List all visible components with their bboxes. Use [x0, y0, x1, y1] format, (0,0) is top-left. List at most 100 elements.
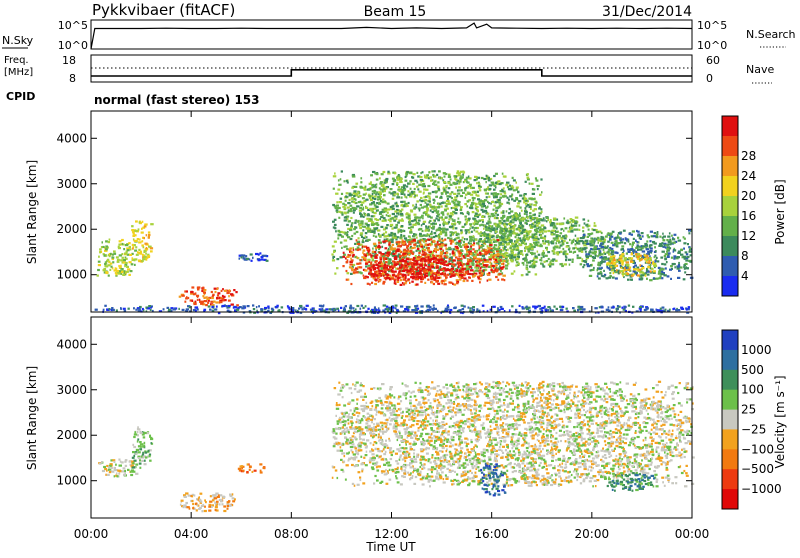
power-data-cell	[620, 249, 622, 251]
power-data-cell	[109, 239, 111, 241]
power-data-cell	[453, 284, 456, 286]
power-data-cell	[603, 256, 607, 258]
power-data-cell	[647, 266, 649, 268]
power-data-cell	[341, 236, 344, 238]
power-data-cell	[488, 179, 491, 181]
power-data-cell	[560, 251, 562, 253]
power-data-cell	[461, 277, 464, 279]
power-data-cell	[559, 263, 562, 265]
power-data-cell	[360, 259, 362, 261]
power-data-cell	[482, 305, 485, 307]
power-data-cell	[130, 248, 132, 250]
power-data-cell	[606, 277, 609, 279]
power-data-cell	[424, 282, 426, 284]
power-data-cell	[587, 233, 590, 235]
power-data-cell	[475, 213, 478, 215]
power-data-cell	[219, 301, 221, 303]
power-data-cell	[565, 259, 567, 261]
power-data-cell	[409, 237, 411, 239]
power-data-cell	[518, 237, 520, 239]
power-data-cell	[371, 184, 374, 186]
power-data-cell	[416, 200, 419, 202]
power-data-cell	[498, 183, 501, 185]
power-data-cell	[441, 177, 443, 179]
power-data-cell	[434, 278, 437, 280]
power-data-cell	[333, 175, 337, 177]
power-data-cell	[609, 272, 611, 274]
power-data-cell	[416, 245, 418, 247]
power-data-cell	[378, 233, 380, 235]
power-data-cell	[623, 250, 625, 252]
power-data-cell	[475, 194, 477, 196]
power-data-cell	[540, 263, 543, 265]
power-data-cell	[378, 242, 380, 244]
power-data-cell	[483, 235, 485, 237]
power-data-cell	[534, 217, 537, 219]
power-data-cell	[391, 241, 394, 243]
power-data-cell	[362, 197, 365, 199]
power-data-cell	[428, 221, 430, 223]
power-data-cell	[650, 270, 652, 272]
power-data-cell	[501, 308, 504, 310]
power-data-cell	[206, 298, 210, 300]
power-data-cell	[575, 217, 579, 219]
power-data-cell	[505, 267, 508, 269]
power-data-cell	[509, 185, 511, 187]
power-data-cell	[359, 266, 362, 268]
power-data-cell	[424, 175, 426, 177]
power-data-cell	[371, 215, 374, 217]
power-data-cell	[458, 254, 461, 256]
power-data-cell	[470, 250, 472, 252]
power-data-cell	[132, 248, 134, 250]
power-data-cell	[642, 245, 645, 247]
power-data-cell	[601, 238, 604, 240]
power-data-cell	[655, 278, 658, 280]
power-data-cell	[609, 239, 612, 241]
power-data-cell	[473, 235, 475, 237]
power-data-cell	[503, 263, 505, 265]
power-data-cell	[590, 248, 592, 250]
power-data-cell	[391, 246, 393, 248]
power-data-cell	[361, 256, 364, 258]
power-data-cell	[458, 266, 460, 268]
power-data-cell	[552, 241, 554, 243]
power-data-cell	[678, 240, 682, 242]
power-data-cell	[526, 205, 528, 207]
power-data-cell	[379, 256, 382, 258]
power-data-cell	[506, 220, 509, 222]
power-data-cell	[494, 217, 496, 219]
power-data-cell	[661, 273, 664, 275]
power-data-cell	[635, 251, 637, 253]
power-data-cell	[600, 271, 602, 273]
power-data-cell	[378, 281, 380, 283]
power-data-cell	[349, 194, 352, 196]
power-data-cell	[413, 257, 416, 259]
power-data-cell	[650, 247, 653, 249]
power-data-cell	[122, 268, 124, 270]
power-data-cell	[376, 179, 379, 181]
power-data-cell	[371, 223, 373, 225]
power-data-cell	[132, 257, 134, 259]
power-data-cell	[220, 301, 222, 303]
power-data-cell	[211, 291, 213, 293]
power-data-cell	[470, 239, 472, 241]
power-data-cell	[398, 186, 400, 188]
power-data-cell	[431, 266, 434, 268]
power-data-cell	[493, 256, 495, 258]
power-data-cell	[432, 211, 435, 213]
power-data-cell	[621, 307, 623, 309]
power-data-cell	[148, 236, 150, 238]
power-data-cell	[640, 236, 642, 238]
power-data-cell	[628, 251, 631, 253]
power-data-cell	[352, 269, 354, 271]
power-data-cell	[458, 240, 461, 242]
power-data-cell	[356, 205, 360, 207]
power-data-cell	[478, 232, 480, 234]
power-data-cell	[470, 253, 473, 255]
power-data-cell	[646, 244, 648, 246]
power-data-cell	[592, 259, 595, 261]
power-data-cell	[106, 255, 108, 257]
power-data-cell	[372, 264, 374, 266]
power-data-cell	[214, 308, 217, 310]
power-data-cell	[480, 267, 482, 269]
